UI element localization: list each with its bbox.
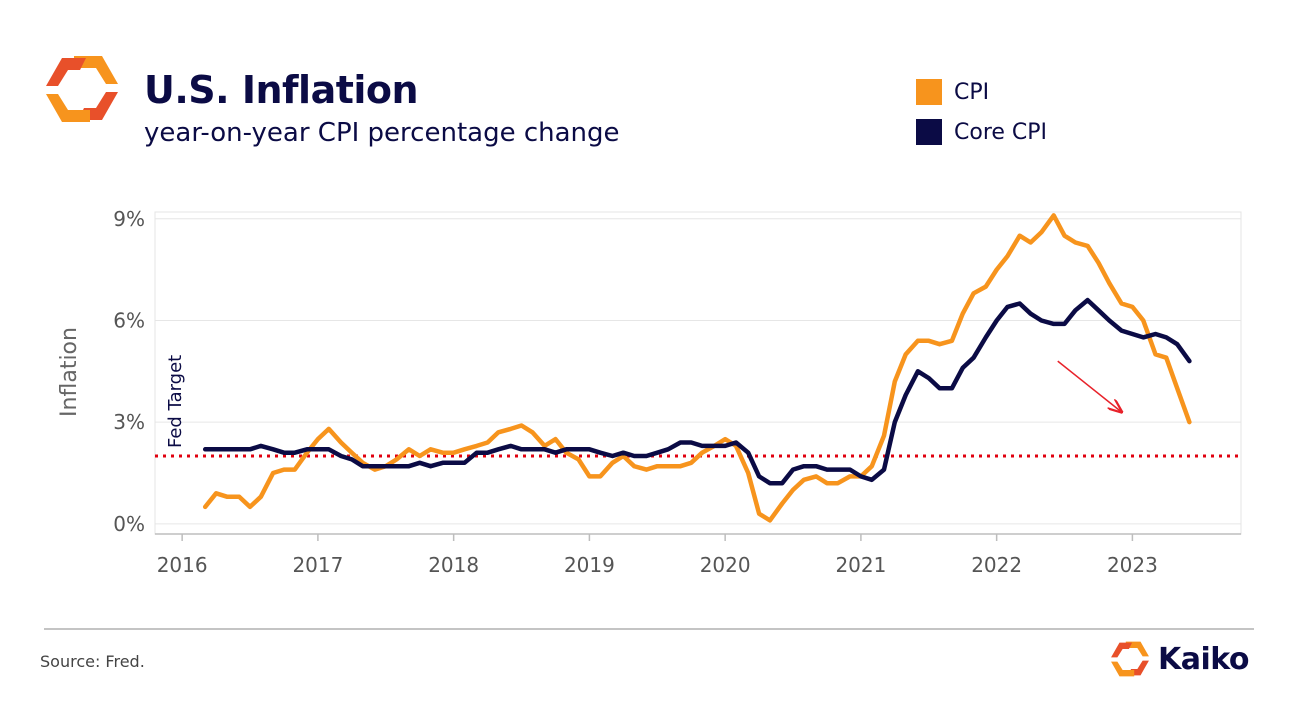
source-note: Source: Fred. xyxy=(40,652,145,671)
x-axis xyxy=(155,533,1241,541)
legend-swatch-core-cpi xyxy=(916,119,942,145)
annotations: Fed Target xyxy=(155,355,1241,458)
brand-logo: Kaiko xyxy=(1110,640,1250,678)
x-tick-label: 2022 xyxy=(971,553,1022,577)
x-tick-label: 2023 xyxy=(1107,553,1158,577)
series-lines xyxy=(202,213,1192,523)
kaiko-small-logo-icon xyxy=(1111,641,1149,677)
chart-subtitle: year-on-year CPI percentage change xyxy=(144,118,620,148)
logo-segment-bottom xyxy=(46,94,90,122)
x-tick-label: 2018 xyxy=(428,553,479,577)
x-tick-label: 2016 xyxy=(157,553,208,577)
y-tick-label: 0% xyxy=(113,512,145,536)
legend: CPI Core CPI xyxy=(916,72,1047,152)
y-tick-label: 6% xyxy=(113,308,145,332)
trend-arrow xyxy=(1057,360,1122,412)
x-axis-labels: 2016 2017 2018 2019 2020 2021 2022 2023 xyxy=(157,553,1158,577)
legend-swatch-cpi xyxy=(916,79,942,105)
gridlines xyxy=(155,218,1241,525)
fed-target-label: Fed Target xyxy=(165,355,186,448)
x-tick-label: 2021 xyxy=(835,553,886,577)
legend-item-core-cpi[interactable]: Core CPI xyxy=(916,112,1047,152)
brand-name: Kaiko xyxy=(1158,641,1250,677)
series-line-core-cpi xyxy=(202,297,1192,486)
legend-label-cpi: CPI xyxy=(954,79,990,105)
y-tick-label: 9% xyxy=(113,207,145,231)
x-tick-label: 2017 xyxy=(292,553,343,577)
x-tick-label: 2019 xyxy=(564,553,615,577)
logo-segment-top xyxy=(74,56,118,84)
series-line-cpi xyxy=(202,213,1192,523)
kaiko-logo-icon xyxy=(46,56,118,122)
y-axis-title: Inflation xyxy=(57,327,82,417)
y-tick-label: 3% xyxy=(113,410,145,434)
y-axis-labels: 0% 3% 6% 9% xyxy=(113,207,145,536)
logo-segment-left xyxy=(46,58,86,86)
x-tick-label: 2020 xyxy=(700,553,751,577)
legend-label-core-cpi: Core CPI xyxy=(954,119,1048,145)
footer-divider xyxy=(44,628,1254,630)
plot-frame xyxy=(154,211,1242,535)
legend-item-cpi[interactable]: CPI xyxy=(916,72,1047,112)
chart-title: U.S. Inflation xyxy=(144,68,419,112)
